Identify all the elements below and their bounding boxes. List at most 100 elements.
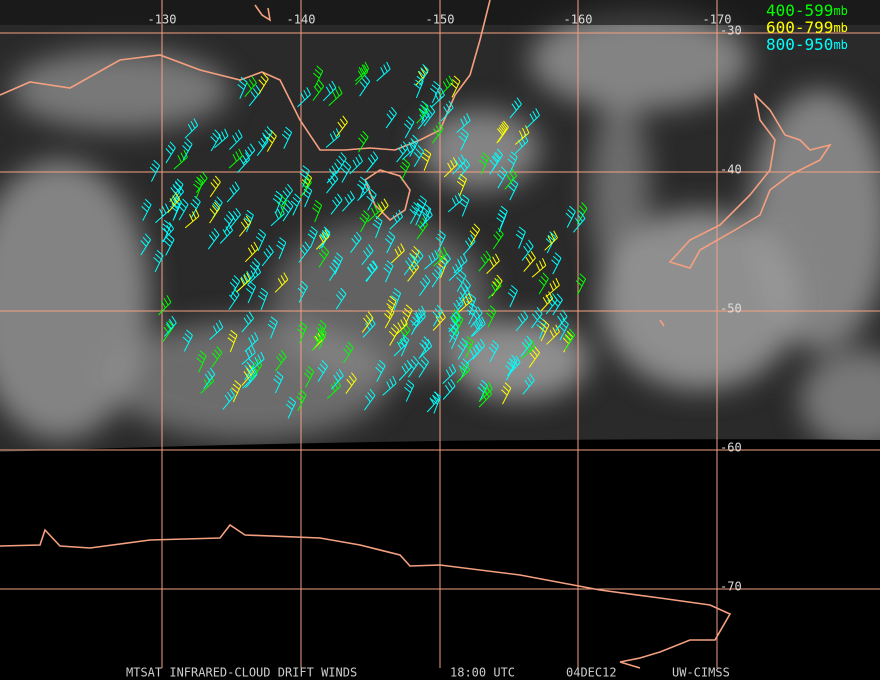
wind-barb bbox=[458, 358, 470, 381]
wind-barb bbox=[330, 368, 344, 390]
wind-barb bbox=[326, 162, 340, 184]
wind-barb bbox=[281, 126, 293, 149]
wind-barb bbox=[404, 379, 415, 402]
wind-barb bbox=[255, 229, 267, 252]
wind-barb bbox=[296, 321, 307, 344]
wind-barb bbox=[558, 318, 569, 341]
wind-barb bbox=[372, 215, 383, 239]
footer-product: MTSAT INFRARED-CLOUD DRIFT WINDS bbox=[126, 666, 357, 680]
wind-barb bbox=[173, 149, 188, 170]
wind-barb bbox=[182, 138, 193, 161]
wind-barb bbox=[408, 355, 420, 378]
wind-barb bbox=[149, 159, 161, 182]
wind-barb bbox=[241, 345, 256, 365]
wind-barb bbox=[478, 152, 490, 175]
wind-barb bbox=[523, 251, 536, 272]
wind-barb bbox=[389, 209, 404, 230]
wind-barb bbox=[272, 190, 283, 213]
wind-barb bbox=[277, 194, 288, 217]
wind-barb bbox=[409, 201, 420, 224]
wind-barb bbox=[432, 304, 443, 327]
wind-barb bbox=[521, 239, 534, 261]
wind-barb bbox=[245, 367, 258, 389]
wind-barb bbox=[312, 79, 325, 101]
wind-barb bbox=[302, 185, 313, 208]
wind-barb bbox=[430, 391, 441, 414]
legend-unit: mb bbox=[833, 4, 847, 18]
wind-barb bbox=[522, 373, 535, 395]
latitude-label: -70 bbox=[720, 580, 742, 594]
wind-barb bbox=[299, 165, 310, 188]
wind-barb bbox=[457, 337, 468, 360]
wind-barb bbox=[335, 152, 347, 174]
latitude-label: -30 bbox=[720, 24, 742, 38]
wind-barb bbox=[383, 260, 394, 283]
wind-barb bbox=[366, 151, 379, 173]
wind-barb bbox=[375, 359, 386, 382]
wind-barb bbox=[340, 160, 352, 183]
legend-range: 600-799 bbox=[766, 18, 833, 37]
longitude-label: -160 bbox=[564, 13, 593, 27]
wind-barb bbox=[419, 208, 433, 229]
longitude-label: -140 bbox=[287, 13, 316, 27]
wind-barb bbox=[350, 231, 362, 253]
wind-barb bbox=[365, 260, 378, 282]
legend-unit: mb bbox=[833, 21, 847, 35]
wind-barb bbox=[316, 319, 327, 343]
wind-barb bbox=[447, 192, 463, 213]
wind-barb bbox=[411, 305, 426, 326]
wind-barb bbox=[193, 176, 204, 199]
wind-barb bbox=[575, 273, 587, 296]
wind-barb bbox=[462, 234, 476, 256]
wind-barb bbox=[297, 87, 311, 108]
wind-barb bbox=[450, 75, 461, 98]
wind-barb bbox=[384, 306, 395, 329]
wind-barb bbox=[354, 61, 370, 82]
wind-barb bbox=[361, 244, 374, 266]
wind-barb bbox=[453, 253, 468, 274]
wind-barb bbox=[504, 168, 518, 190]
wind-barb bbox=[466, 344, 481, 365]
wind-barb bbox=[415, 65, 429, 86]
wind-barb bbox=[421, 148, 432, 171]
wind-barb bbox=[226, 181, 240, 203]
wind-barb bbox=[413, 203, 424, 226]
wind-barb bbox=[312, 65, 324, 88]
wind-barb bbox=[209, 175, 221, 198]
wind-barb bbox=[418, 63, 429, 86]
wind-barb bbox=[466, 302, 478, 325]
wind-barb bbox=[526, 108, 540, 129]
wind-barb bbox=[237, 76, 248, 99]
wind-barb bbox=[316, 327, 327, 350]
wind-barb bbox=[258, 72, 269, 95]
wind-barb bbox=[514, 125, 530, 145]
wind-barb bbox=[456, 173, 467, 196]
wind-barb bbox=[328, 86, 343, 106]
wind-barb bbox=[507, 151, 518, 174]
wind-barb bbox=[457, 158, 471, 180]
wind-barb bbox=[244, 241, 259, 263]
wind-barb bbox=[420, 203, 432, 226]
wind-barb bbox=[440, 100, 454, 122]
wind-barb bbox=[171, 184, 185, 206]
wind-barb bbox=[391, 288, 402, 311]
wind-barb bbox=[211, 346, 223, 368]
wind-barb bbox=[210, 129, 221, 152]
wind-barb bbox=[555, 309, 568, 331]
wind-barb bbox=[157, 295, 172, 316]
wind-barb bbox=[161, 221, 175, 243]
wind-barb bbox=[275, 350, 287, 372]
wind-barb bbox=[544, 230, 558, 251]
wind-barb bbox=[538, 272, 549, 295]
wind-barb bbox=[466, 293, 477, 316]
wind-barb bbox=[416, 102, 430, 124]
wind-barb bbox=[429, 80, 441, 103]
wind-barb bbox=[318, 245, 330, 268]
wind-barb bbox=[456, 113, 471, 133]
wind-barb bbox=[164, 315, 177, 337]
wind-barb bbox=[521, 339, 536, 360]
wind-barb bbox=[273, 371, 284, 394]
wind-barb bbox=[241, 311, 255, 333]
wind-barb bbox=[431, 122, 444, 144]
